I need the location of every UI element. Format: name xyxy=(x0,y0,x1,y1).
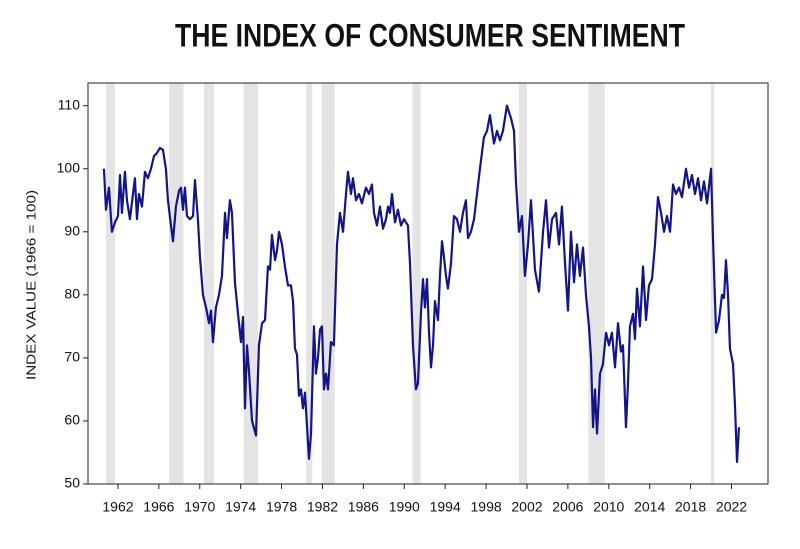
y-tick-label: 70 xyxy=(64,349,80,365)
y-tick-label: 50 xyxy=(64,475,80,491)
recession-band xyxy=(105,83,115,484)
recession-band xyxy=(321,83,335,484)
x-tick-label: 1974 xyxy=(225,499,256,515)
y-tick-label: 100 xyxy=(57,159,81,175)
x-tick-label: 2002 xyxy=(511,499,542,515)
y-axis-label: INDEX VALUE (1966 = 100) xyxy=(23,190,38,380)
recession-band xyxy=(711,83,715,484)
x-tick-label: 1970 xyxy=(184,499,215,515)
y-tick-label: 60 xyxy=(64,412,80,428)
x-tick-label: 2010 xyxy=(593,499,624,515)
x-tick-label: 1994 xyxy=(430,499,461,515)
x-tick-label: 1978 xyxy=(266,499,297,515)
recession-band xyxy=(518,83,527,484)
x-tick-label: 1982 xyxy=(307,499,338,515)
chart-title: THE INDEX OF CONSUMER SENTIMENT xyxy=(175,17,685,53)
plot-frame xyxy=(87,82,769,485)
x-tick-label: 1986 xyxy=(348,499,379,515)
x-tick-label: 1962 xyxy=(102,499,133,515)
y-tick-label: 90 xyxy=(64,223,80,239)
recession-band xyxy=(306,83,313,484)
recession-band xyxy=(243,83,259,484)
recession-band xyxy=(203,83,215,484)
x-tick-label: 1990 xyxy=(389,499,420,515)
recession-band xyxy=(412,83,421,484)
x-tick-label: 1966 xyxy=(143,499,174,515)
x-tick-label: 1998 xyxy=(471,499,502,515)
recession-band xyxy=(169,83,184,484)
x-tick-label: 2006 xyxy=(552,499,583,515)
plot xyxy=(102,104,741,464)
y-tick-label: 110 xyxy=(58,96,81,112)
x-tick-label: 2018 xyxy=(675,499,706,515)
x-tick-label: 2022 xyxy=(716,499,747,515)
y-tick-label: 80 xyxy=(64,286,80,302)
x-tick-label: 2014 xyxy=(634,499,665,515)
data-line xyxy=(102,104,741,464)
